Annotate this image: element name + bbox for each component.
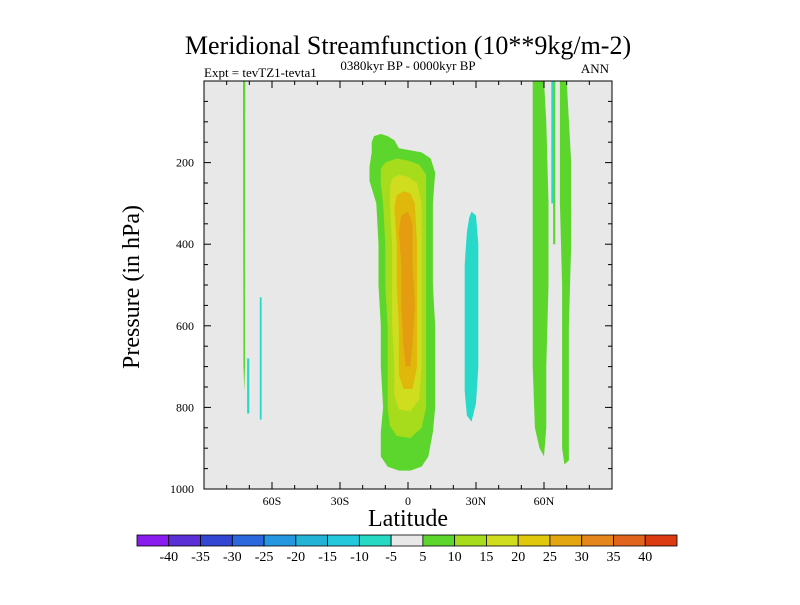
y-tick-label: 600 — [176, 319, 194, 333]
nh-high-lat-negative-strip — [551, 81, 554, 204]
colorbar-swatch — [231, 534, 265, 547]
y-tick-label: 800 — [176, 400, 194, 414]
nh-high-lat-thin-line — [553, 81, 556, 245]
y-axis-label: Pressure (in hPa) — [119, 205, 145, 369]
left-subtitle: Expt = tevTZ1-tevta1 — [204, 65, 317, 80]
y-tick-label: 200 — [176, 156, 194, 170]
chart-title: Meridional Streamfunction (10**9kg/m-2) — [185, 31, 631, 60]
x-tick-label: 60N — [534, 494, 555, 508]
colorbar-swatch — [390, 534, 424, 547]
plot-area — [204, 81, 612, 489]
colorbar-label: -25 — [255, 550, 274, 565]
colorbar-swatch — [263, 534, 297, 547]
colorbar: -40 -35 -30 -25 -20 -15 -10 -5 5 10 15 20 25 30 35 40 — [136, 534, 678, 565]
colorbar-label: -40 — [159, 550, 178, 565]
colorbar-label: 10 — [448, 550, 462, 565]
nh-hadley-25 — [398, 211, 415, 367]
colorbar-swatch — [168, 534, 201, 547]
colorbar-swatch — [358, 534, 392, 547]
colorbar-swatch — [613, 534, 646, 547]
x-axis-label: Latitude — [368, 506, 448, 532]
colorbar-swatch — [517, 534, 551, 547]
sh-high-lat-negative-strip-2 — [259, 297, 262, 420]
axes: 60S 30S 0 30N 60N 200 400 600 800 1000 — [170, 80, 613, 508]
colorbar-label: 20 — [511, 550, 525, 565]
colorbar-label: 40 — [638, 550, 652, 565]
colorbar-swatch — [136, 534, 170, 547]
sh-high-lat-negative-strip-1 — [247, 358, 250, 414]
x-tick-label: 60S — [263, 494, 282, 508]
colorbar-swatch — [581, 534, 614, 547]
colorbar-swatch — [327, 534, 360, 547]
right-subtitle: ANN — [581, 61, 610, 76]
x-tick-label: 30N — [466, 494, 487, 508]
colorbar-swatch — [486, 534, 519, 547]
y-tick-label: 1000 — [170, 482, 194, 496]
y-tick-label: 400 — [176, 237, 194, 251]
colorbar-swatch — [200, 534, 233, 547]
colorbar-label: -5 — [385, 550, 397, 565]
colorbar-label: 5 — [419, 550, 426, 565]
colorbar-swatch — [422, 534, 456, 547]
colorbar-label: -35 — [191, 550, 210, 565]
colorbar-label: -30 — [223, 550, 242, 565]
colorbar-label: -15 — [318, 550, 337, 565]
nh-high-lat-band-1 — [532, 81, 549, 457]
colorbar-label: -20 — [286, 550, 305, 565]
nh-high-lat-band-2 — [559, 81, 572, 465]
colorbar-label: 25 — [543, 550, 557, 565]
x-tick-label: 0 — [405, 494, 411, 508]
colorbar-label: 30 — [575, 550, 589, 565]
x-tick-label: 30S — [331, 494, 350, 508]
colorbar-swatch — [295, 534, 328, 547]
colorbar-label: 15 — [479, 550, 493, 565]
colorbar-swatch — [644, 534, 678, 547]
subtropical-negative-cell — [464, 211, 479, 422]
sh-high-lat-positive-line — [243, 81, 246, 392]
colorbar-label: -10 — [350, 550, 369, 565]
colorbar-swatch — [454, 534, 487, 547]
center-subtitle: 0380kyr BP - 0000kyr BP — [340, 58, 475, 73]
colorbar-swatch — [549, 534, 583, 547]
colorbar-label: 35 — [607, 550, 621, 565]
